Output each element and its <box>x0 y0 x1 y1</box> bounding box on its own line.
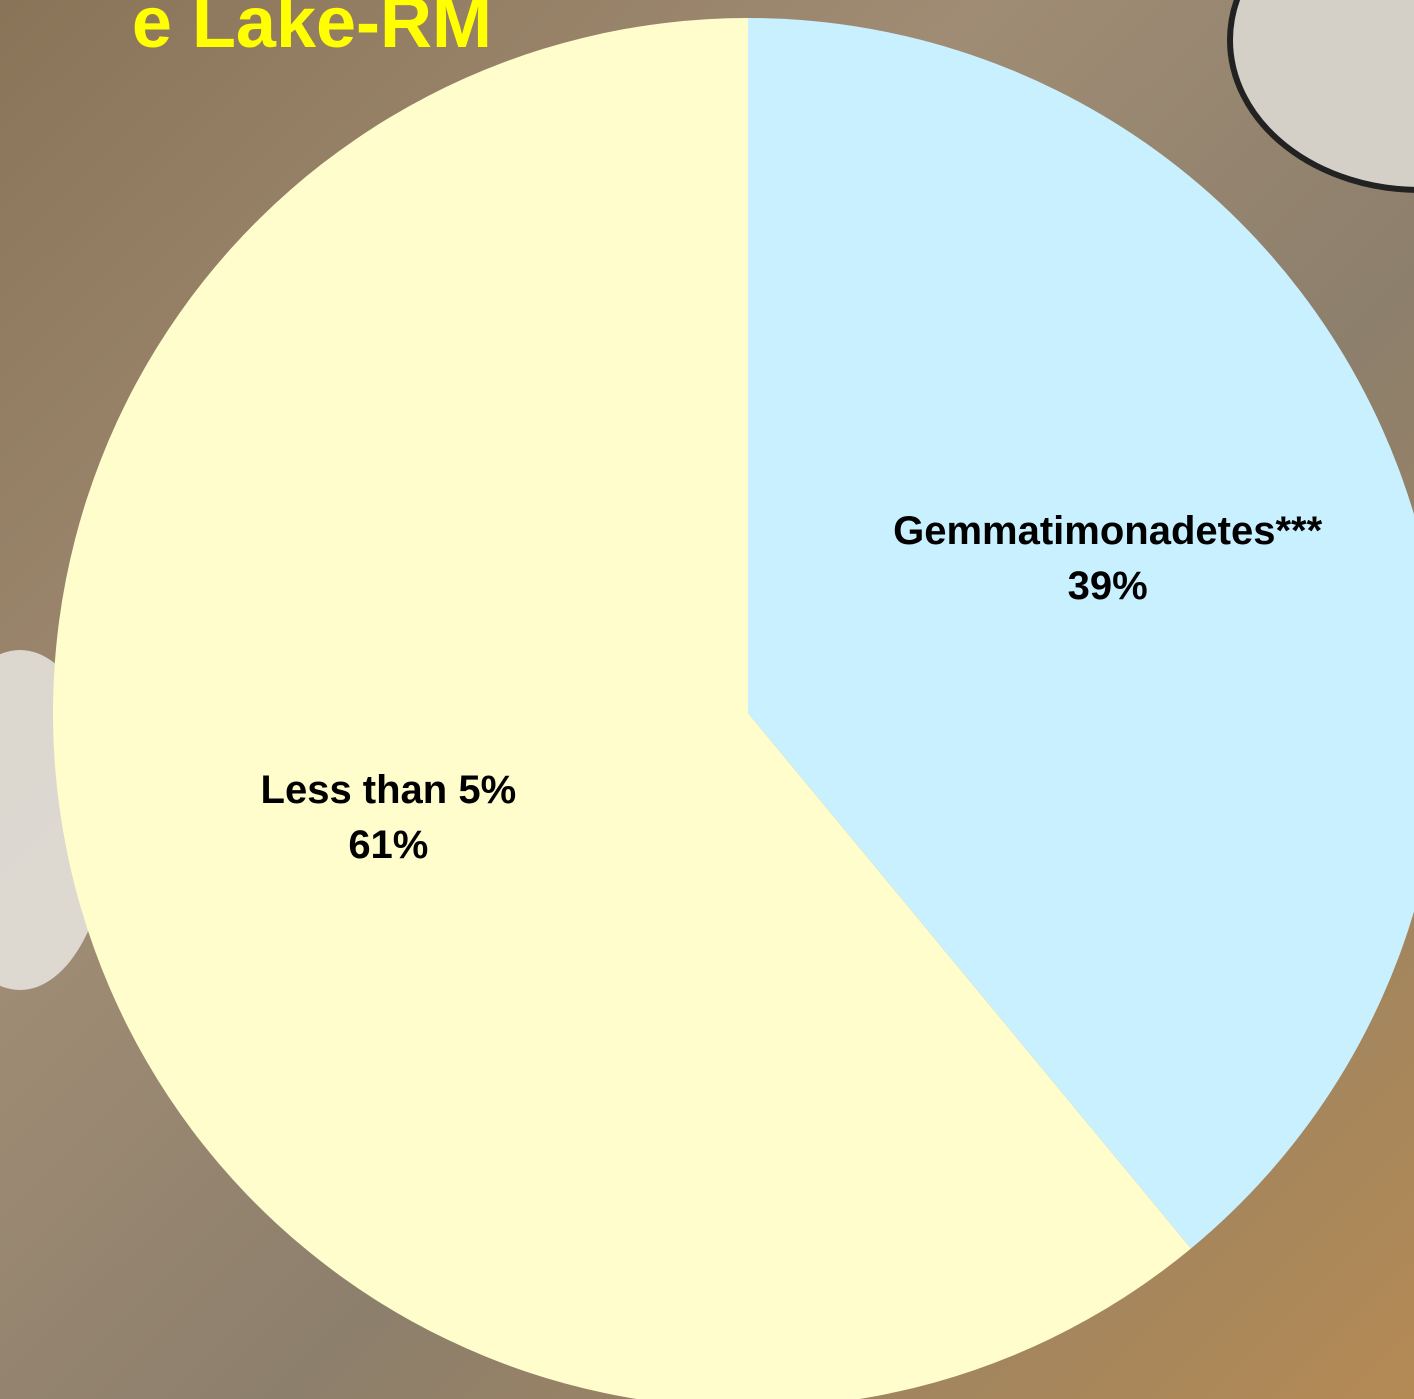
chart: Gemmatimonadetes*** 39% Less than 5% 61% e L… <box>0 0 1414 1399</box>
slice-value-label: 61% <box>348 823 428 867</box>
page: Gemmatimonadetes*** 39% Less than 5% 61% e L… <box>0 0 1414 1399</box>
slice-label: Gemmatimonadetes*** <box>893 509 1322 553</box>
slice-value-label: 39% <box>1068 564 1148 608</box>
slice-label: Less than 5% <box>261 768 517 812</box>
chart-title: e Lake-RM <box>132 0 492 63</box>
pie <box>53 18 1414 1399</box>
